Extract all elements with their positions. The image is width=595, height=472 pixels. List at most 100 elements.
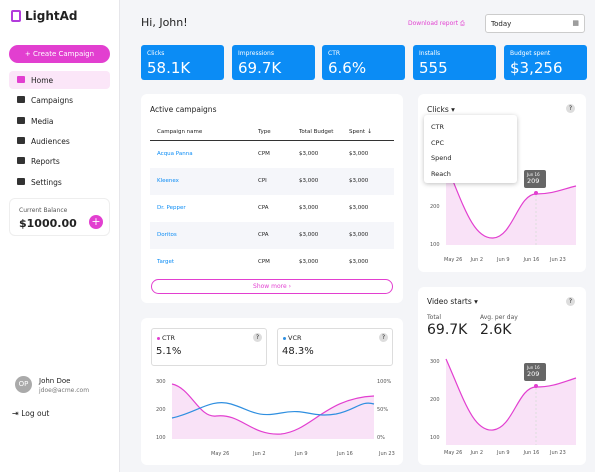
card-title: Video starts ▾ [427,297,478,306]
cell: $3,000 [299,205,319,211]
logo-icon [11,10,21,22]
kpi-tile: Impressions 69.7K [232,45,315,80]
logo: LightAd [25,9,78,23]
campaign-link[interactable]: Doritos [157,232,177,238]
total-value: 69.7K [427,322,468,338]
nav-item[interactable]: Audiences [9,132,110,150]
x-tick-label: Jun 9 [295,451,308,457]
kpi-value: 555 [419,59,448,77]
menu-item[interactable]: CPC [431,138,444,147]
label: Media [31,116,54,126]
x-tick-label: Jun 16 [337,451,353,457]
tooltip-value: 209 [527,370,540,378]
menu-item[interactable]: Spend [431,154,452,162]
column-header: Campaign name [157,129,203,135]
cell: $3,000 [349,232,369,238]
label: Log out [21,409,50,418]
nav-icon [17,76,25,83]
kpi-label: Impressions [238,50,274,57]
tooltip: Jun 16 209 [524,170,546,188]
help[interactable]: ? [566,104,575,113]
nav-item[interactable]: Settings [9,173,110,191]
video-chart [445,358,577,445]
label: Audiences [31,136,70,146]
cell: CPM [258,151,270,157]
balance-card: Current Balance $1000.00 + [9,198,110,236]
row-bg [150,168,394,195]
nav-icon [17,116,25,124]
campaign-link[interactable]: Target [157,259,175,265]
balance-label: Current Balance [19,207,68,214]
y-tick-label: 100 [156,435,166,441]
metric-name[interactable]: CTR [162,334,176,342]
metric-box: CTR? 5.1% [151,328,267,366]
ctr-vcr-chart [171,383,375,439]
date-select[interactable]: Today ▦ [485,14,585,33]
hover-point [534,384,538,388]
kpi-tile: Clicks 58.1K [141,45,224,80]
label: Show more [253,283,287,290]
label: Reports [31,157,60,167]
menu-item[interactable]: Reach [431,169,451,178]
menu-item[interactable]: CTR [431,123,445,131]
nav-item[interactable]: Home [9,71,110,89]
metric-dot [157,337,160,340]
x-tick-label: May 26 [444,450,463,456]
add-funds[interactable]: + [89,215,103,229]
y-tick-label: 200 [430,204,440,210]
help: ? [379,333,388,342]
campaign-link[interactable]: Acqua Panna [157,151,193,157]
x-tick-label: Jun 2 [470,450,484,456]
y-tick-label: 300 [156,379,166,385]
metric-name[interactable]: VCR [288,334,302,342]
nav-icon [17,136,25,144]
total-label: Total [427,314,442,321]
cell: CPM [258,259,270,265]
sort-icon: ↓ [367,128,373,135]
card-title: Clicks ▾ [427,105,455,114]
cell: $3,000 [349,178,369,184]
campaign-link[interactable]: Kleenex [157,178,179,184]
line [445,358,577,431]
tooltip-date: Jun 16 [527,172,540,177]
kpi-tile: Installs 555 [413,45,496,80]
clicks-card: Clicks ▾ ? Jun 16 209 200 100 May 26 Jun 2 Ju… [418,94,586,272]
download-report[interactable]: Download report ⎙ [408,20,465,27]
avg-value: 2.6K [480,322,512,338]
metric-menu: CTR CPC Spend Reach [424,115,517,183]
kpi-tile: CTR 6.6% [322,45,405,80]
nav-item[interactable]: Reports [9,152,110,170]
kpi-tile: Budget spent $3,256 [504,45,587,80]
y-tick-label: 100 [430,242,440,248]
kpi-value: 58.1K [147,59,191,77]
cell: $3,000 [299,232,319,238]
y2-tick-label: 100% [377,379,392,385]
vcr-line [171,402,375,419]
help: ? [253,333,262,342]
logout[interactable]: ⇥ Log out [12,409,50,418]
label: Settings [31,177,62,187]
area [446,164,576,245]
label: Create Campaign [33,50,95,58]
x-tick-label: May 26 [211,451,230,457]
balance-amount: $1000.00 [19,217,77,230]
kpi-label: Installs [419,50,441,57]
user-name: John Doe [39,377,71,385]
y2-tick-label: 50% [377,407,389,413]
metric-dot [283,337,286,340]
cell: $3,000 [299,151,319,157]
nav-item[interactable]: Campaigns [9,91,110,109]
nav-item[interactable]: Media [9,112,110,130]
campaign-link[interactable]: Dr. Pepper [157,205,186,211]
cell: $3,000 [349,151,369,157]
header-rule [150,140,394,141]
label: Home [31,76,54,85]
campaigns-card: Active campaigns Campaign name Type Total … [141,94,403,303]
create-campaign[interactable]: + Create Campaign [9,45,110,63]
x-tick-label: Jun 2 [253,451,266,457]
card-title: Active campaigns [150,105,217,114]
help[interactable]: ? [566,297,575,306]
x-tick-label: Jun 16 [523,450,540,456]
show-more[interactable]: Show more › [151,279,393,294]
